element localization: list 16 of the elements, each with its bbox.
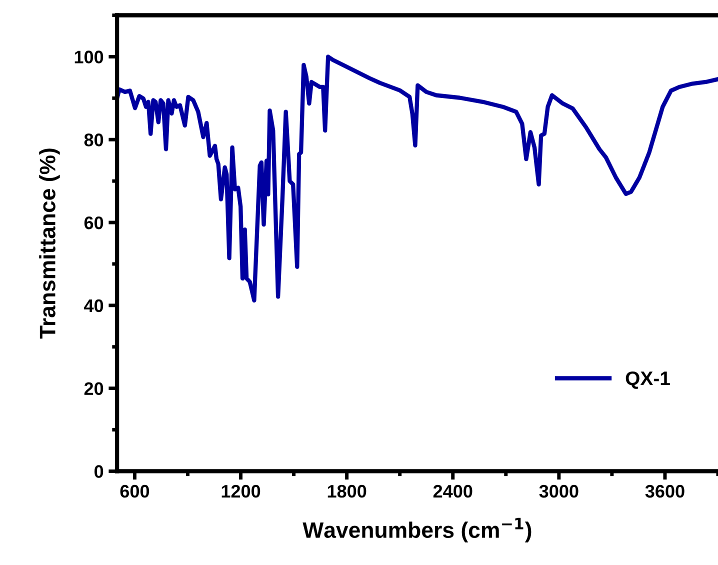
y-tick-label: 80 (84, 134, 104, 146)
x-tick-label: 1800 (328, 484, 366, 498)
x-tick-label: 3000 (539, 484, 578, 498)
y-tick-label: 0 (94, 465, 104, 478)
x-tick-label: 1200 (222, 484, 260, 498)
x-tick-label: 600 (120, 484, 150, 498)
x-tick-label: 3600 (645, 484, 684, 498)
line-series (117, 54, 718, 303)
y-tick-label: 40 (84, 299, 104, 312)
x-axis-title: Wavenumbers (cm$^{−1}$) (302, 518, 532, 542)
y-tick-label: 60 (84, 216, 104, 230)
y-axis-title: Transmittance (%) (39, 148, 60, 339)
x-tick-label: 2400 (433, 484, 472, 498)
y-tick-label: 20 (84, 382, 104, 396)
y-tick-label: 100 (74, 50, 104, 64)
legend-label: QX-1 (626, 371, 670, 389)
